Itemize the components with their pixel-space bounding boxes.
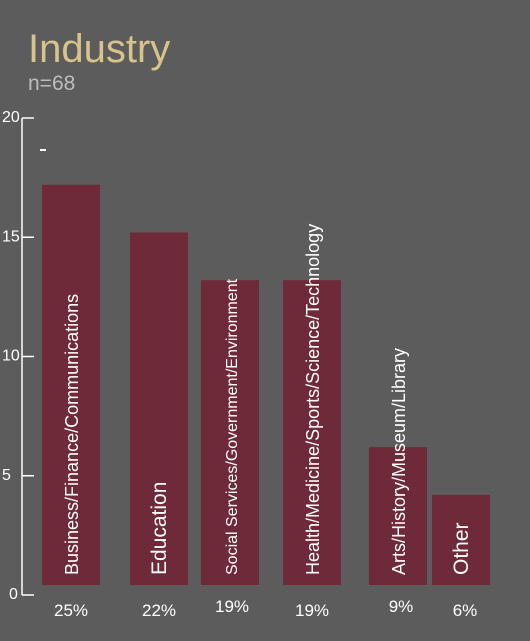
bar [201,280,259,585]
bar-percent-label: 9% [389,597,414,616]
bar-category-label: Arts/History/Museum/Library [389,348,409,575]
bar-category-label: Other [450,522,473,575]
bar-percent-label: 25% [54,601,88,620]
bar-percent-label: 19% [215,597,249,616]
percent-labels-group: 25% 22% 19% 19% 9% 6% [54,597,477,620]
y-tick-label: 0 [9,586,18,603]
bar-category-label: Business/Finance/Communications [62,294,82,575]
bars-group [42,184,490,586]
y-tick-label: 15 [2,228,20,245]
bar [369,447,427,585]
bar [130,232,188,586]
bar-category-label: Education [148,482,171,575]
bar-percent-label: 22% [142,601,176,620]
bar-category-label: Health/Medicine/Sports/Science/Technolog… [303,224,323,575]
chart-title: Industry [28,27,170,71]
bar [432,494,490,585]
y-axis-ticks: 0 5 10 15 20 [2,109,34,603]
bar-labels-group: Business/Finance/Communications Education… [62,224,473,575]
y-tick-label: 5 [2,467,11,484]
y-tick-label: 10 [2,348,20,365]
bar-percent-label: 6% [453,601,478,620]
bar-category-label: Social Services/Government/Environment [224,278,241,575]
y-tick-label: 20 [2,109,20,126]
bar [283,280,341,585]
chart-subtitle: n=68 [28,72,75,95]
bar-percent-label: 19% [295,601,329,620]
bar [42,184,100,585]
